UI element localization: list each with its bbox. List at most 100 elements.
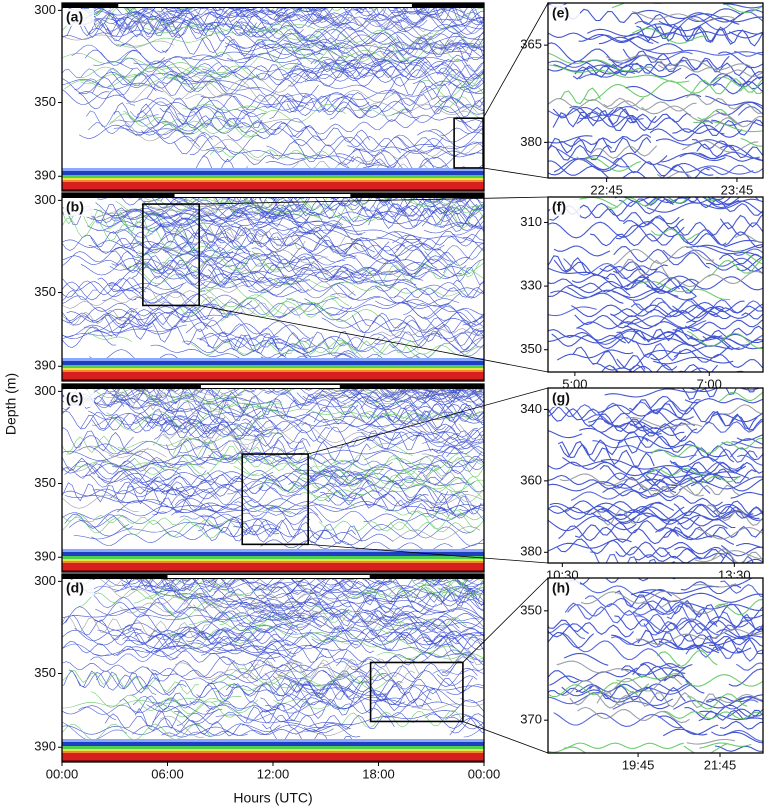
echo-texture xyxy=(62,574,484,762)
echo-texture xyxy=(548,578,763,753)
zoom-box xyxy=(142,203,200,307)
y-tick-label: 350 xyxy=(34,475,56,490)
connector xyxy=(462,721,549,754)
y-axis-label: Depth (m) xyxy=(3,373,19,435)
echo-traces xyxy=(548,388,763,563)
echo-texture xyxy=(62,193,484,381)
label-backdrop xyxy=(64,9,94,26)
echo-traces xyxy=(559,404,763,563)
y-tick-label: 350 xyxy=(34,284,56,299)
seabed-band xyxy=(62,556,484,559)
seabed-band xyxy=(62,559,484,561)
connector xyxy=(482,2,549,119)
panel-label: (f) xyxy=(552,199,566,215)
panel-label: (e) xyxy=(552,5,569,21)
y-tick-label: 350 xyxy=(520,602,542,617)
seabed-band xyxy=(62,549,484,552)
y-tick-label: 360 xyxy=(520,472,542,487)
zoom-box xyxy=(241,453,309,546)
label-backdrop xyxy=(550,580,580,597)
panel-frame xyxy=(61,2,485,192)
panel-label: (d) xyxy=(66,580,84,596)
echo-traces xyxy=(62,193,484,381)
echo-traces xyxy=(548,599,763,753)
seabed-band xyxy=(62,753,484,760)
label-backdrop xyxy=(550,199,580,216)
echo-texture xyxy=(548,3,763,178)
seabed-band xyxy=(62,361,484,365)
seabed-band xyxy=(62,751,484,753)
panel-label: (a) xyxy=(66,9,83,25)
echo-traces xyxy=(548,197,763,372)
panel-frame xyxy=(61,192,485,382)
panel-frame xyxy=(61,383,485,573)
seabed-band xyxy=(62,358,484,361)
connector xyxy=(483,167,549,179)
echo-traces xyxy=(613,233,763,288)
panel-label: (b) xyxy=(66,199,84,215)
daylight-bar xyxy=(200,385,340,388)
echo-traces xyxy=(644,391,763,485)
seabed-band xyxy=(62,175,484,178)
echo-traces xyxy=(62,193,484,371)
seabed-band xyxy=(62,561,484,563)
panel-label: (c) xyxy=(66,390,83,406)
echo-traces xyxy=(548,580,763,742)
panel-label: (g) xyxy=(552,390,570,406)
connector xyxy=(308,543,549,564)
y-tick-label: 370 xyxy=(520,712,542,727)
seabed-band xyxy=(62,180,484,182)
echo-texture xyxy=(548,388,763,563)
seabed-band xyxy=(62,372,484,379)
y-tick-label: 350 xyxy=(34,665,56,680)
panel-bg xyxy=(62,574,484,762)
y-tick-label: 340 xyxy=(520,401,542,416)
connector xyxy=(199,196,549,205)
daylight-bar xyxy=(167,575,370,578)
echo-texture xyxy=(62,384,484,572)
label-backdrop xyxy=(64,390,94,407)
x-tick-label: 00:00 xyxy=(468,766,501,781)
echo-traces xyxy=(548,3,763,178)
seabed-band xyxy=(62,189,484,191)
y-tick-label: 380 xyxy=(520,134,542,149)
echo-traces xyxy=(62,3,484,160)
y-tick-label: 300 xyxy=(34,192,56,207)
seabed-band xyxy=(62,742,484,746)
echo-traces xyxy=(62,193,484,362)
echo-traces xyxy=(548,399,763,563)
seabed-band xyxy=(62,570,484,572)
zoom-box xyxy=(453,117,484,169)
panel-bg xyxy=(62,3,484,191)
y-tick-label: 300 xyxy=(34,573,56,588)
x-tick-label: 23:45 xyxy=(721,182,754,197)
panel-frame xyxy=(547,196,764,373)
panel-frame xyxy=(547,2,764,179)
x-tick-label: 22:45 xyxy=(590,182,623,197)
echo-traces xyxy=(548,3,763,172)
echo-texture xyxy=(548,197,763,372)
y-tick-label: 380 xyxy=(520,544,542,559)
seabed-band xyxy=(62,178,484,180)
y-tick-label: 390 xyxy=(34,358,56,373)
x-tick-label: 19:45 xyxy=(622,757,655,772)
connector xyxy=(199,305,549,373)
y-tick-label: 350 xyxy=(520,341,542,356)
seabed-band xyxy=(62,182,484,189)
label-backdrop xyxy=(550,390,580,407)
echo-traces xyxy=(62,384,484,547)
seabed-band xyxy=(62,379,484,381)
y-tick-label: 390 xyxy=(34,168,56,183)
y-tick-label: 300 xyxy=(34,383,56,398)
echo-traces xyxy=(548,11,763,178)
y-tick-label: 300 xyxy=(34,2,56,17)
y-tick-label: 365 xyxy=(520,37,542,52)
daylight-bar xyxy=(118,4,412,7)
x-tick-label: 06:00 xyxy=(151,766,184,781)
y-tick-label: 310 xyxy=(520,214,542,229)
x-tick-label: 18:00 xyxy=(362,766,395,781)
x-tick-label: 21:45 xyxy=(704,757,737,772)
label-backdrop xyxy=(64,580,94,597)
x-tick-label: 00:00 xyxy=(46,766,79,781)
